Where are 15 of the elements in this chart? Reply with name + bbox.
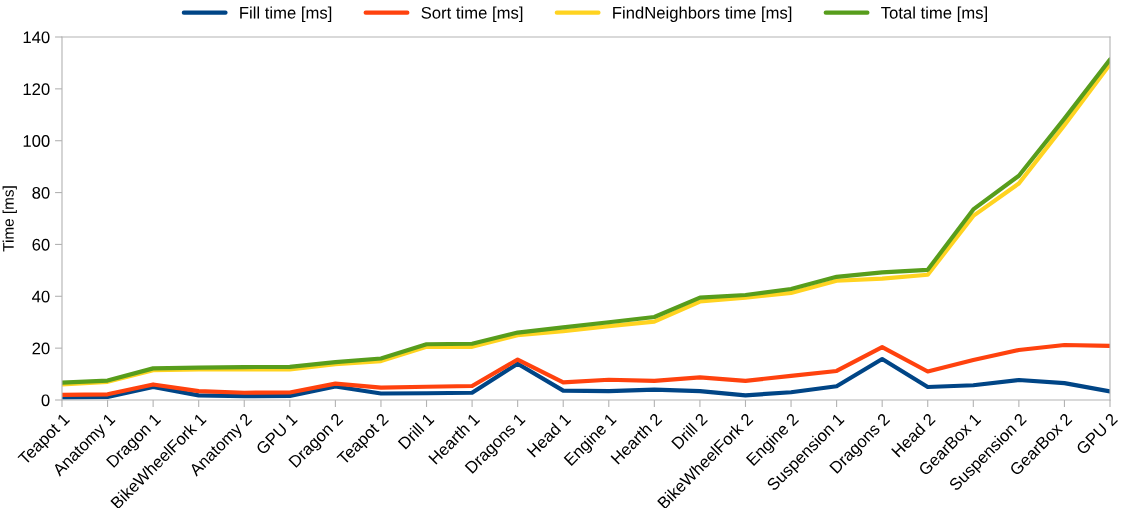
y-tick-label: 120 — [23, 83, 50, 96]
legend-label: Sort time [ms] — [421, 6, 523, 22]
y-tick-label: 60 — [32, 238, 50, 251]
y-tick-label: 140 — [23, 31, 50, 44]
line-series — [62, 342, 1110, 397]
y-tick-label: 0 — [41, 394, 50, 407]
legend-label: FindNeighbors time [ms] — [613, 6, 792, 22]
y-tick-label: 20 — [32, 342, 50, 355]
legend-label: Fill time [ms] — [240, 6, 332, 22]
y-axis-title: Time [ms] — [2, 186, 17, 252]
y-tick-label: 80 — [32, 186, 50, 199]
y-tick-label: 100 — [23, 135, 50, 147]
legend-label: Total time [ms] — [881, 6, 987, 22]
x-tick-label: Drill 1 — [397, 412, 435, 450]
y-tick-label: 40 — [32, 290, 50, 303]
